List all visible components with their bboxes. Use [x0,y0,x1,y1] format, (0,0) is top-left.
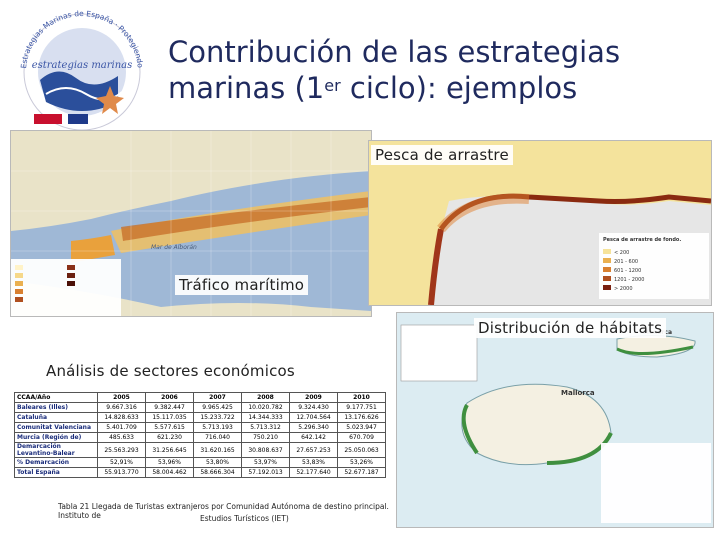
table-cell: 53,26% [337,457,386,468]
table-cell: 31.620.165 [193,442,242,458]
table-cell: 57.192.013 [241,467,290,478]
table-cell: 9.382.447 [145,402,194,413]
table-cell: 9.177.751 [337,402,386,413]
table-cell: 5.713.312 [241,422,290,433]
table-cell: 53,96% [145,457,194,468]
table-cell: 52.177.640 [289,467,338,478]
table-header-cell: 2005 [97,392,146,403]
table-cell: 5.023.947 [337,422,386,433]
table-cell: % Demarcación [14,457,98,468]
trafico-map-image: Mar de Alborán [11,131,371,316]
table-row: Baleares (Illes) 9.667.316 9.382.447 9.9… [14,402,386,413]
table-cell: 52.677.187 [337,467,386,478]
table-cell: 5.713.193 [193,422,242,433]
table-cell: 670.709 [337,432,386,443]
table-cell: Baleares (Illes) [14,402,98,413]
pesca-legend-title: Pesca de arrastre de fondo. [603,237,682,243]
table-cell: Total España [14,467,98,478]
table-cell: 750.210 [241,432,290,443]
table-header-cell: 2006 [145,392,194,403]
pesca-map-image [428,193,711,305]
table-cell: 52,91% [97,457,146,468]
economic-table-panel: CCAA/Año 2005 2006 2007 2008 2009 2010 B… [14,392,394,528]
table-row: Murcia (Región de) 485.633 621.230 716.0… [14,432,386,443]
title-line-1: Contribución de las estrategias [168,35,621,69]
sea-name: Mar de Alborán [151,244,197,251]
trafico-maritimo-map: Mar de Alborán Tráfico marítimo [10,130,372,317]
table-header-row: CCAA/Año 2005 2006 2007 2008 2009 2010 [14,392,386,403]
table-cell: 12.704.564 [289,412,338,423]
table-header-cell: 2008 [241,392,290,403]
table-cell: 5.577.615 [145,422,194,433]
table-cell: 716.040 [193,432,242,443]
estrategias-marinas-logo: Estrategias Marinas de España · Protegie… [6,2,145,130]
distribucion-habitats-label: Distribución de hábitats [474,318,667,338]
pesca-arrastre-map: Pesca de arrastre Pesca de arrastre de f… [368,140,712,306]
analisis-sectores-label: Análisis de sectores económicos [46,362,295,380]
table-cell: 10.020.782 [241,402,290,413]
svg-text:estrategias marinas: estrategias marinas [32,60,133,71]
table-cell: Demarcación Levantino-Balear [14,442,98,458]
table-cell: 14.828.633 [97,412,146,423]
table-cell: 9.667.316 [97,402,146,413]
table-row: Demarcación Levantino-Balear 25.563.293 … [14,442,386,458]
table-cell: 25.050.063 [337,442,386,458]
title-line-2: marinas (1er ciclo): ejemplos [168,71,578,105]
table-cell: 58.004.462 [145,467,194,478]
tourists-table: CCAA/Año 2005 2006 2007 2008 2009 2010 B… [14,392,386,478]
pesca-arrastre-label: Pesca de arrastre [371,145,513,165]
distribucion-habitats-map: Mallorca Menorca [396,312,714,528]
table-cell: 14.344.333 [241,412,290,423]
table-cell: 15.233.722 [193,412,242,423]
table-cell: 9.324.430 [289,402,338,413]
table-cell: 53,83% [289,457,338,468]
table-cell: 9.965.425 [193,402,242,413]
table-cell: 5.296.340 [289,422,338,433]
table-header-cell: 2009 [289,392,338,403]
table-cell: 621.230 [145,432,194,443]
table-row: Comunitat Valenciana 5.401.709 5.577.615… [14,422,386,433]
table-cell: 642.142 [289,432,338,443]
table-cell: 5.401.709 [97,422,146,433]
table-cell: 13.176.626 [337,412,386,423]
table-cell: 25.563.293 [97,442,146,458]
table-cell: 15.117.035 [145,412,194,423]
table-cell: Comunitat Valenciana [14,422,98,433]
table-cell: Murcia (Región de) [14,432,98,443]
table-cell: 27.657.253 [289,442,338,458]
habitats-map-image [400,324,711,523]
table-cell: 53,97% [241,457,290,468]
table-cell: 30.808.637 [241,442,290,458]
table-cell: 485.633 [97,432,146,443]
table-cell: 55.913.770 [97,467,146,478]
island-mallorca: Mallorca [561,389,595,397]
pesca-legend: < 200 201 - 600 601 - 1200 1201 - 2000 >… [603,249,644,294]
table-row: Total España 55.913.770 58.004.462 58.66… [14,467,386,478]
table-row: % Demarcación 52,91% 53,96% 53,80% 53,97… [14,457,386,468]
table-header-cell: CCAA/Año [14,392,98,403]
table-cell: Cataluña [14,412,98,423]
table-cell: 58.666.304 [193,467,242,478]
table-row: Cataluña 14.828.633 15.117.035 15.233.72… [14,412,386,423]
trafico-maritimo-label: Tráfico marítimo [175,275,309,295]
slide-title: Contribución de las estrategias marinas … [168,34,708,106]
table-header-cell: 2007 [193,392,242,403]
table-cell: 53,80% [193,457,242,468]
table-header-cell: 2010 [337,392,386,403]
table-caption-line-1: Tabla 21 Llegada de Turistas extranjeros… [58,502,389,520]
table-cell: 31.256.645 [145,442,194,458]
table-caption-line-2: Estudios Turísticos (IET) [200,514,289,523]
